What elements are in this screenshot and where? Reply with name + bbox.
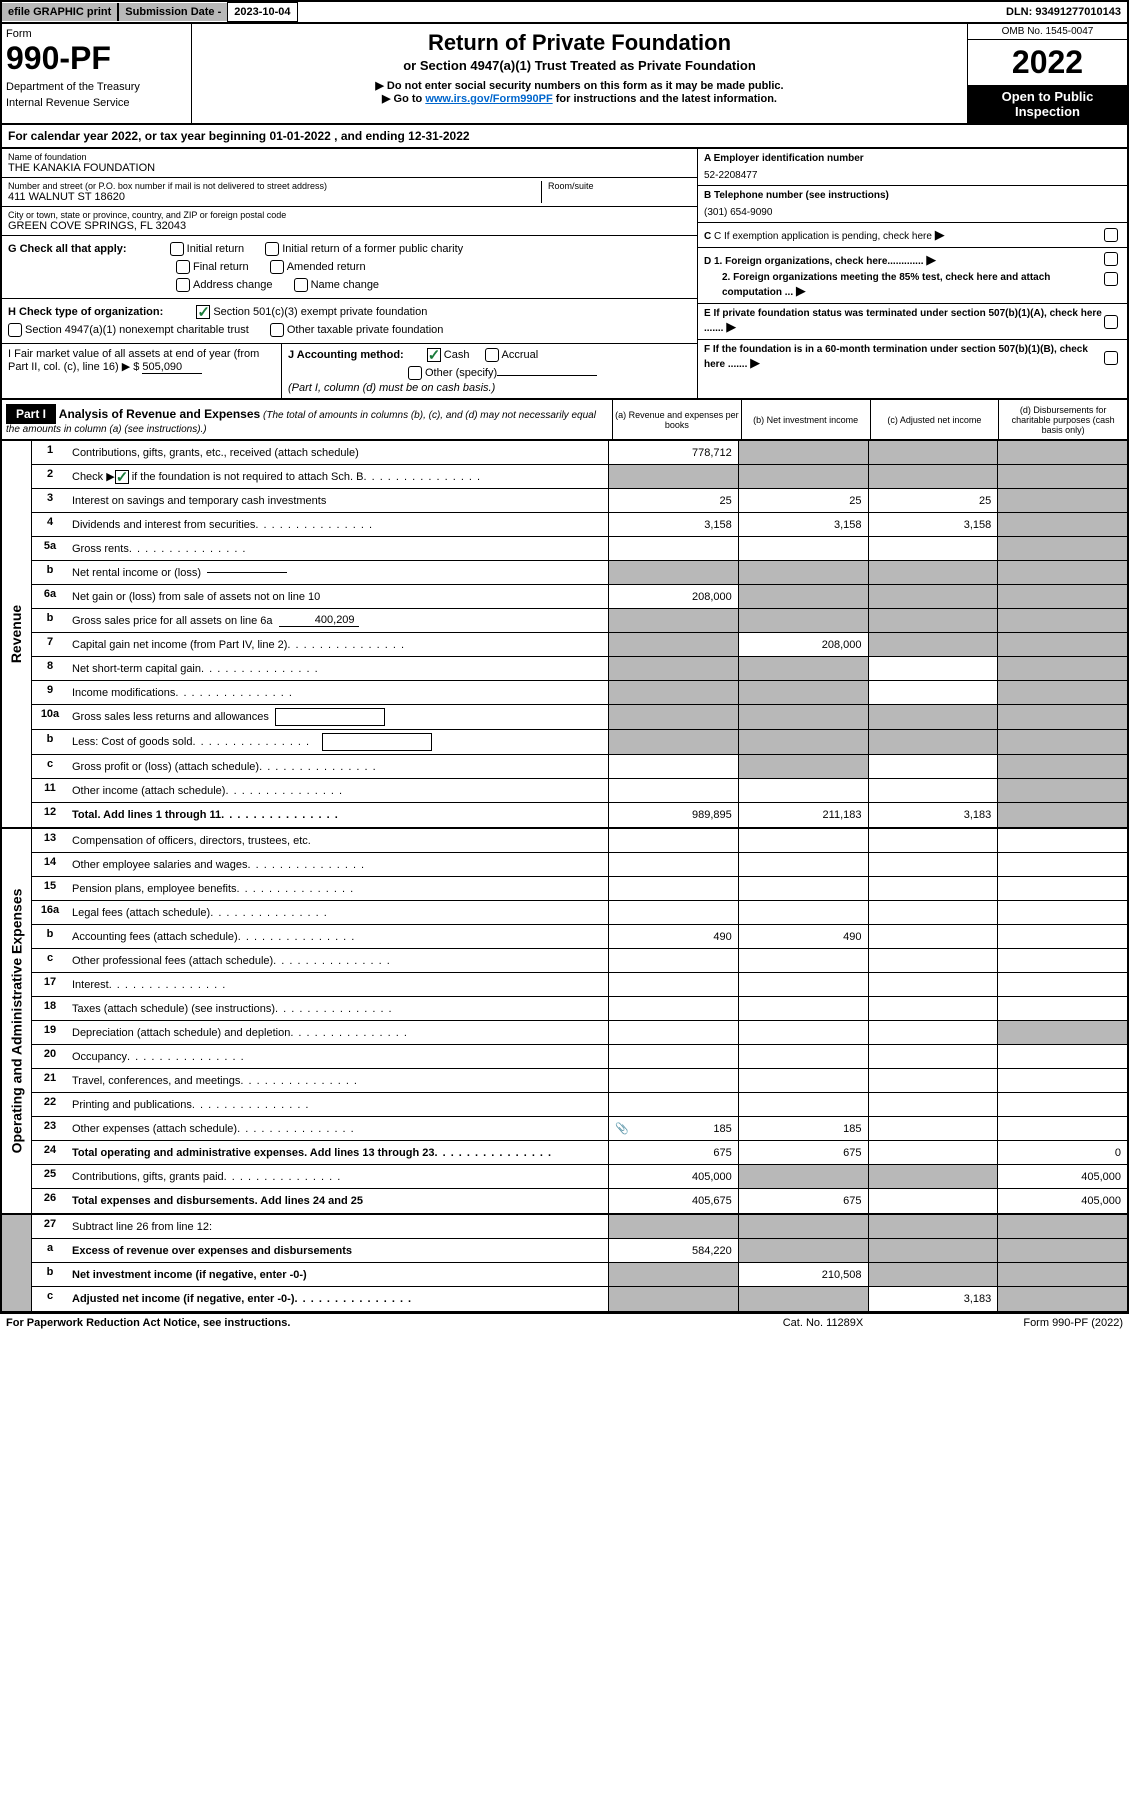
header-right: OMB No. 1545-0047 2022 Open to Public In…	[967, 24, 1127, 123]
col-b-header: (b) Net investment income	[741, 400, 870, 439]
dln-value: DLN: 93491277010143	[1000, 3, 1127, 21]
addr-label: Number and street (or P.O. box number if…	[8, 181, 541, 191]
d-foreign-cell: D 1. Foreign organizations, check here..…	[698, 248, 1127, 304]
h-label: H Check type of organization:	[8, 306, 163, 318]
form-title: Return of Private Foundation	[198, 30, 961, 56]
j-cell: J Accounting method: Cash Accrual Other …	[282, 344, 697, 398]
final-return-checkbox[interactable]	[176, 260, 190, 274]
j-note: (Part I, column (d) must be on cash basi…	[288, 382, 691, 394]
dept-treasury: Department of the Treasury	[6, 81, 187, 93]
ein-value: 52-2208477	[704, 170, 1121, 181]
efile-label[interactable]: efile GRAPHIC print	[2, 3, 119, 21]
expenses-table: Operating and Administrative Expenses 13…	[0, 829, 1129, 1215]
c-checkbox[interactable]	[1104, 228, 1118, 242]
part1-badge: Part I	[6, 404, 56, 424]
room-label: Room/suite	[548, 181, 691, 191]
form-subtitle: or Section 4947(a)(1) Trust Treated as P…	[198, 58, 961, 73]
attachment-icon[interactable]: 📎	[615, 1122, 629, 1135]
city-cell: City or town, state or province, country…	[2, 207, 697, 236]
header-middle: Return of Private Foundation or Section …	[192, 24, 967, 123]
part1-title: Analysis of Revenue and Expenses	[59, 407, 260, 421]
open-public: Open to Public Inspection	[968, 85, 1127, 123]
form-label: Form	[6, 28, 187, 40]
form-warning: ▶ Do not enter social security numbers o…	[198, 79, 961, 92]
d1-checkbox[interactable]	[1104, 252, 1118, 266]
footer-form: Form 990-PF (2022)	[923, 1317, 1123, 1329]
revenue-side-label: Revenue	[2, 441, 32, 827]
revenue-table: Revenue 1Contributions, gifts, grants, e…	[0, 441, 1129, 829]
page-footer: For Paperwork Reduction Act Notice, see …	[0, 1313, 1129, 1332]
dept-irs: Internal Revenue Service	[6, 97, 187, 109]
other-method-checkbox[interactable]	[408, 366, 422, 380]
e-terminated-cell: E If private foundation status was termi…	[698, 304, 1127, 340]
header-left: Form 990-PF Department of the Treasury I…	[2, 24, 192, 123]
submission-date-value: 2023-10-04	[227, 2, 297, 22]
address-change-checkbox[interactable]	[176, 278, 190, 292]
row-27-table: 27Subtract line 26 from line 12: aExcess…	[0, 1215, 1129, 1313]
d2-checkbox[interactable]	[1104, 272, 1118, 286]
form-link-line: ▶ Go to www.irs.gov/Form990PF for instru…	[198, 92, 961, 105]
f-checkbox[interactable]	[1104, 351, 1118, 365]
calendar-year-row: For calendar year 2022, or tax year begi…	[0, 125, 1129, 149]
part1-header: Part I Analysis of Revenue and Expenses …	[0, 400, 1129, 441]
c-exemption-cell: C C If exemption application is pending,…	[698, 223, 1127, 248]
phone-value: (301) 654-9090	[704, 207, 1121, 218]
cash-checkbox[interactable]	[427, 348, 441, 362]
name-value: THE KANAKIA FOUNDATION	[8, 162, 691, 174]
4947a1-checkbox[interactable]	[8, 323, 22, 337]
name-change-checkbox[interactable]	[294, 278, 308, 292]
b-phone-cell: B Telephone number (see instructions) (3…	[698, 186, 1127, 223]
addr-value: 411 WALNUT ST 18620	[8, 191, 541, 203]
info-left: Name of foundation THE KANAKIA FOUNDATIO…	[2, 149, 697, 398]
address-cell: Number and street (or P.O. box number if…	[2, 178, 697, 207]
tax-year: 2022	[968, 40, 1127, 85]
accrual-checkbox[interactable]	[485, 348, 499, 362]
city-value: GREEN COVE SPRINGS, FL 32043	[8, 220, 691, 232]
other-taxable-checkbox[interactable]	[270, 323, 284, 337]
info-grid: Name of foundation THE KANAKIA FOUNDATIO…	[0, 149, 1129, 400]
info-right: A Employer identification number 52-2208…	[697, 149, 1127, 398]
city-label: City or town, state or province, country…	[8, 210, 691, 220]
footer-left: For Paperwork Reduction Act Notice, see …	[6, 1317, 723, 1329]
expenses-side-label: Operating and Administrative Expenses	[2, 829, 32, 1213]
footer-cat: Cat. No. 11289X	[723, 1317, 923, 1329]
col-a-header: (a) Revenue and expenses per books	[612, 400, 741, 439]
col-d-header: (d) Disbursements for charitable purpose…	[998, 400, 1127, 439]
h-check-row: H Check type of organization: Section 50…	[2, 299, 697, 344]
form-number: 990-PF	[6, 40, 187, 77]
i-cell: I Fair market value of all assets at end…	[2, 344, 282, 398]
e-checkbox[interactable]	[1104, 315, 1118, 329]
name-label: Name of foundation	[8, 152, 691, 162]
irs-link[interactable]: www.irs.gov/Form990PF	[425, 93, 552, 105]
amended-return-checkbox[interactable]	[270, 260, 284, 274]
a-ein-cell: A Employer identification number 52-2208…	[698, 149, 1127, 186]
name-cell: Name of foundation THE KANAKIA FOUNDATIO…	[2, 149, 697, 178]
submission-date-label: Submission Date -	[119, 3, 227, 21]
initial-return-checkbox[interactable]	[170, 242, 184, 256]
omb-number: OMB No. 1545-0047	[968, 24, 1127, 40]
g-check-row: G Check all that apply: Initial return I…	[2, 236, 697, 299]
schb-checkbox[interactable]	[115, 470, 129, 484]
top-bar: efile GRAPHIC print Submission Date - 20…	[0, 0, 1129, 24]
501c3-checkbox[interactable]	[196, 305, 210, 319]
r1-a: 778,712	[608, 441, 738, 464]
g-label: G Check all that apply:	[8, 243, 127, 255]
form-header: Form 990-PF Department of the Treasury I…	[0, 24, 1129, 125]
ij-row: I Fair market value of all assets at end…	[2, 344, 697, 398]
initial-former-checkbox[interactable]	[265, 242, 279, 256]
fmv-value: 505,090	[142, 361, 202, 374]
f-60month-cell: F If the foundation is in a 60-month ter…	[698, 340, 1127, 375]
col-c-header: (c) Adjusted net income	[870, 400, 999, 439]
